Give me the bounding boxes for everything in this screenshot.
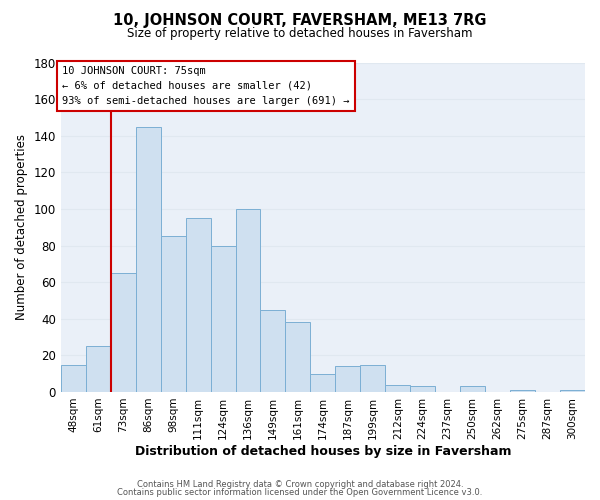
- Text: 10, JOHNSON COURT, FAVERSHAM, ME13 7RG: 10, JOHNSON COURT, FAVERSHAM, ME13 7RG: [113, 12, 487, 28]
- Bar: [211, 246, 236, 392]
- Bar: [410, 386, 435, 392]
- Bar: [260, 310, 286, 392]
- Y-axis label: Number of detached properties: Number of detached properties: [15, 134, 28, 320]
- X-axis label: Distribution of detached houses by size in Faversham: Distribution of detached houses by size …: [134, 444, 511, 458]
- Text: Contains public sector information licensed under the Open Government Licence v3: Contains public sector information licen…: [118, 488, 482, 497]
- Bar: [335, 366, 361, 392]
- Bar: [385, 384, 410, 392]
- Bar: [286, 322, 310, 392]
- Bar: [161, 236, 185, 392]
- Bar: [460, 386, 485, 392]
- Bar: [185, 218, 211, 392]
- Bar: [86, 346, 111, 392]
- Bar: [560, 390, 585, 392]
- Text: 10 JOHNSON COURT: 75sqm
← 6% of detached houses are smaller (42)
93% of semi-det: 10 JOHNSON COURT: 75sqm ← 6% of detached…: [62, 66, 350, 106]
- Bar: [361, 364, 385, 392]
- Bar: [61, 364, 86, 392]
- Bar: [136, 126, 161, 392]
- Bar: [111, 273, 136, 392]
- Text: Contains HM Land Registry data © Crown copyright and database right 2024.: Contains HM Land Registry data © Crown c…: [137, 480, 463, 489]
- Bar: [310, 374, 335, 392]
- Bar: [236, 209, 260, 392]
- Text: Size of property relative to detached houses in Faversham: Size of property relative to detached ho…: [127, 28, 473, 40]
- Bar: [510, 390, 535, 392]
